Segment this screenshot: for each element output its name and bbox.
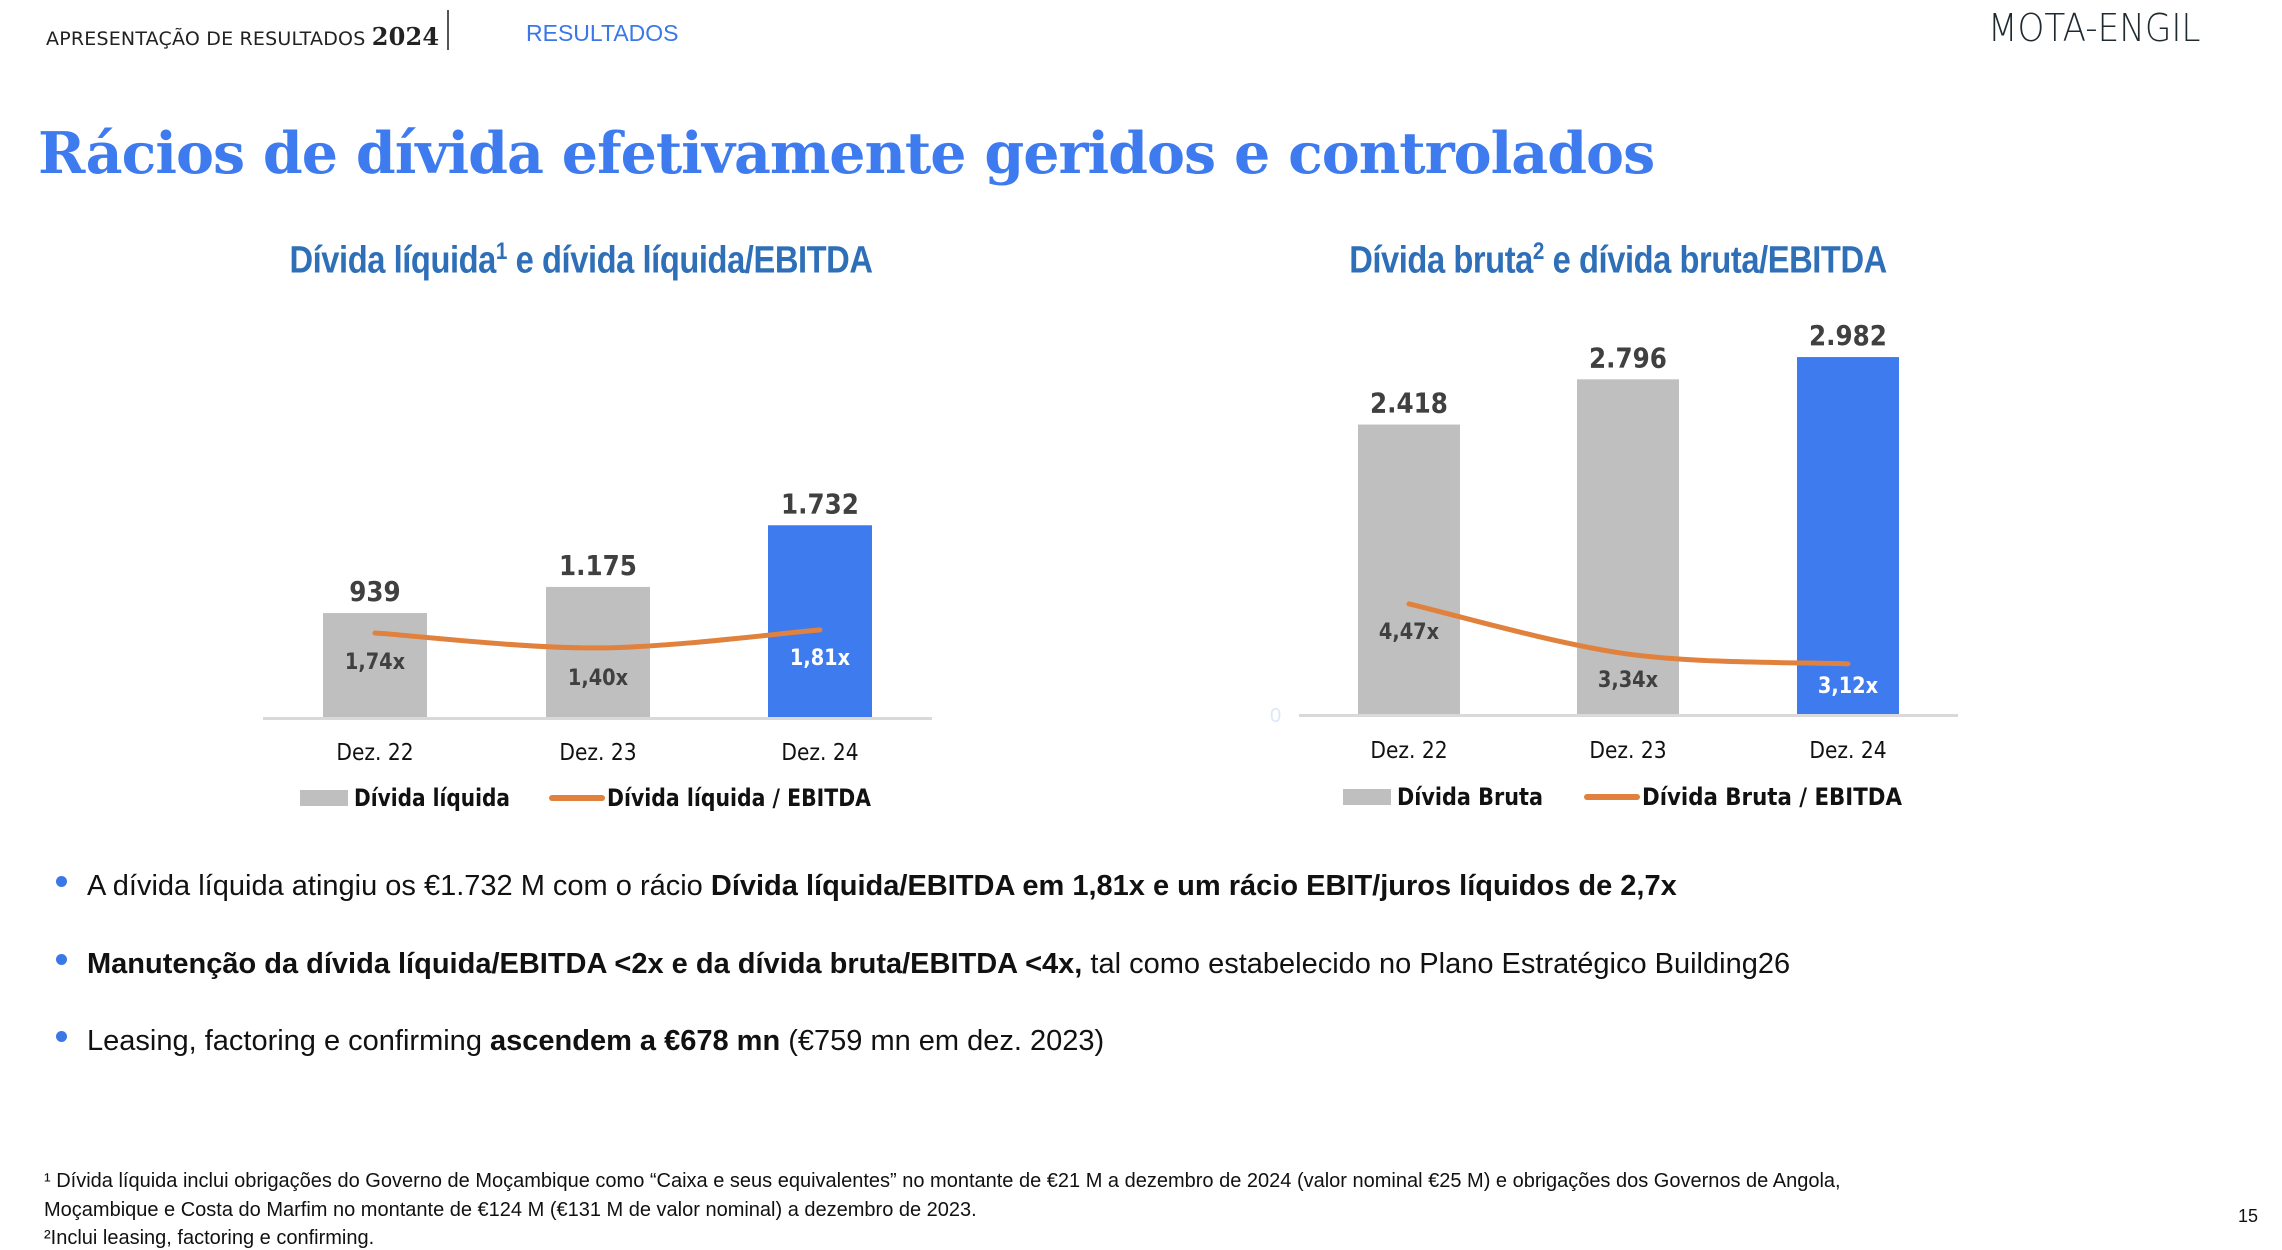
chart-title-text: e dívida bruta/EBITDA	[1543, 239, 1888, 282]
legend-bar-label: Dívida líquida	[354, 784, 510, 812]
chart-title-text: Dívida bruta	[1349, 239, 1533, 282]
ratio-label: 3,34x	[1598, 667, 1659, 692]
bullet-text: Manutenção da dívida líquida/EBITDA <2x …	[87, 948, 1790, 980]
bar-value-label: 939	[349, 577, 400, 609]
footnote-2: ²Inclui leasing, factoring e confirming.	[44, 1227, 375, 1249]
footnote-1: ¹ Dívida líquida inclui obrigações do Go…	[44, 1170, 1841, 1192]
bullet-text-regular: (€759 mn em dez. 2023)	[780, 1025, 1105, 1057]
company-logo: MOTA-ENGIL	[1988, 6, 2201, 50]
bullet-text-bold: ascendem a €678 mn	[490, 1025, 781, 1057]
bar-dez24	[768, 525, 872, 717]
category-label: Dez. 23	[559, 740, 636, 767]
category-label: Dez. 22	[1370, 738, 1447, 765]
ratio-label: 1,81x	[790, 645, 851, 670]
bar-value-label: 2.982	[1809, 321, 1887, 353]
bullet-item: A dívida líquida atingiu os €1.732 M com…	[56, 870, 1677, 903]
footnote-ref: 1	[495, 238, 507, 265]
presentation-name: APRESENTAÇÃO DE RESULTADOS	[46, 28, 366, 50]
header-divider	[447, 10, 449, 50]
y-axis-tick-label: 0	[1270, 705, 1281, 727]
ratio-label: 1,74x	[345, 649, 406, 674]
presentation-label: APRESENTAÇÃO DE RESULTADOS 2024	[46, 22, 439, 51]
bar-value-label: 2.418	[1370, 388, 1448, 420]
bullet-text-bold: Manutenção da dívida líquida/EBITDA <2x …	[87, 948, 1083, 980]
bullet-text: Leasing, factoring e confirming ascendem…	[87, 1025, 1104, 1057]
bar-value-label: 1.732	[781, 489, 859, 521]
legend-line-label: Dívida líquida / EBITDA	[607, 784, 871, 812]
legend-bar-swatch	[300, 790, 348, 806]
bullet-dot-icon	[56, 1031, 67, 1042]
section-label: RESULTADOS	[526, 20, 679, 46]
footnote-ref: 2	[1532, 238, 1544, 265]
ratio-label: 3,12x	[1818, 673, 1879, 698]
bullet-text: A dívida líquida atingiu os €1.732 M com…	[87, 870, 1677, 902]
legend-bar-label: Dívida Bruta	[1397, 783, 1543, 811]
chart-title-net-debt: Dívida líquida1 e dívida líquida/EBITDA	[289, 238, 872, 283]
bar-value-label: 2.796	[1589, 343, 1667, 375]
bullet-dot-icon	[56, 954, 67, 965]
category-label: Dez. 22	[336, 740, 413, 767]
bullet-item: Leasing, factoring e confirming ascendem…	[56, 1025, 1104, 1058]
bar-dez22	[1358, 424, 1460, 714]
bullet-text-regular: Leasing, factoring e confirming	[87, 1025, 490, 1057]
chart-title-gross-debt: Dívida bruta2 e dívida bruta/EBITDA	[1349, 238, 1887, 283]
ratio-label: 4,47x	[1379, 619, 1440, 644]
category-label: Dez. 24	[781, 740, 858, 767]
chart-title-text: e dívida líquida/EBITDA	[506, 239, 873, 282]
legend-bar-swatch	[1343, 789, 1391, 805]
ratio-label: 1,40x	[568, 665, 629, 690]
ratio-line	[1406, 601, 1851, 667]
bullet-text-bold: Dívida líquida/EBITDA em 1,81x e um ráci…	[710, 870, 1677, 902]
bullet-dot-icon	[56, 876, 67, 887]
bar-value-label: 1.175	[559, 551, 637, 583]
bar-dez23	[1577, 379, 1679, 714]
category-label: Dez. 24	[1809, 738, 1886, 765]
page-number: 15	[2238, 1206, 2259, 1226]
ratio-line	[372, 627, 823, 651]
bar-dez24	[1797, 357, 1899, 714]
presentation-year: 2024	[371, 22, 440, 51]
bullet-item: Manutenção da dívida líquida/EBITDA <2x …	[56, 948, 1790, 981]
bar-dez23	[546, 586, 650, 717]
chart-title-text: Dívida líquida	[289, 239, 496, 282]
page-title: Rácios de dívida efetivamente geridos e …	[38, 120, 1655, 187]
category-label: Dez. 23	[1589, 738, 1666, 765]
bar-dez22	[323, 613, 427, 717]
bullet-text-regular: tal como estabelecido no Plano Estratégi…	[1082, 948, 1791, 980]
bullet-text-regular: A dívida líquida atingiu os €1.732 M com…	[87, 870, 711, 902]
footnote-1-cont: Moçambique e Costa do Marfim no montante…	[44, 1199, 977, 1221]
legend-line-label: Dívida Bruta / EBITDA	[1642, 783, 1902, 811]
